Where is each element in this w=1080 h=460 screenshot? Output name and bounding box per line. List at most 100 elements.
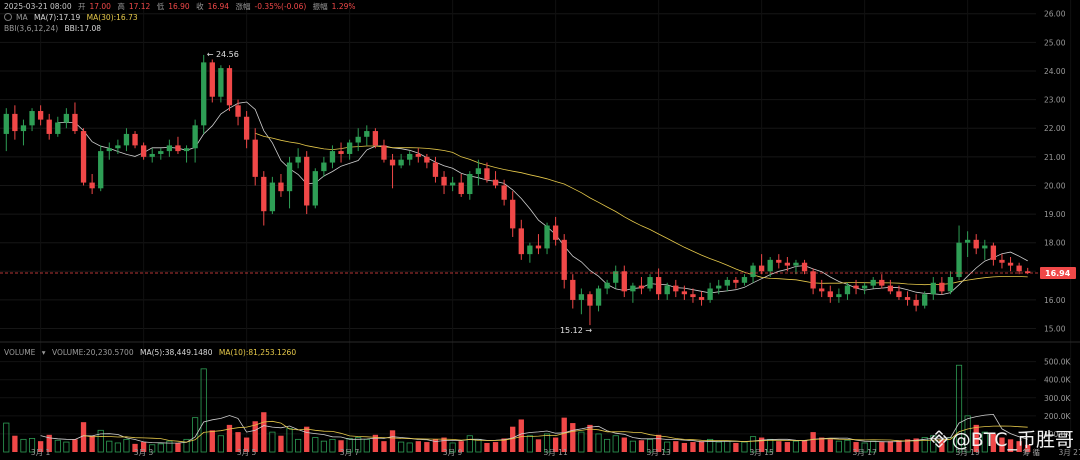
ma7-line bbox=[57, 101, 1028, 296]
volume-bar bbox=[981, 431, 988, 453]
candle-body bbox=[166, 145, 173, 152]
candle-body bbox=[604, 282, 610, 289]
volume-bar bbox=[261, 412, 267, 452]
open-value: 17.00 bbox=[89, 2, 111, 11]
volume-bar bbox=[80, 422, 87, 452]
volume-ma10-line bbox=[83, 420, 1028, 443]
candle-body bbox=[630, 285, 636, 292]
candle-body bbox=[947, 277, 954, 292]
volume-ma5-line bbox=[40, 413, 1028, 444]
candle-body bbox=[372, 131, 379, 146]
volume-bar bbox=[741, 441, 748, 453]
candle-body bbox=[329, 151, 336, 163]
volume-bar bbox=[853, 442, 859, 452]
candle-body bbox=[432, 162, 439, 177]
volume-bar bbox=[578, 431, 585, 453]
candle-body bbox=[29, 111, 35, 126]
volume-bar bbox=[278, 435, 284, 452]
volume-bar bbox=[510, 426, 516, 452]
low-value: 16.90 bbox=[168, 2, 190, 11]
candle-body bbox=[261, 176, 267, 212]
ma-header: MA MA(7):17.19 MA(30):16.73 bbox=[4, 13, 142, 23]
candle-body bbox=[98, 151, 104, 189]
candle-body bbox=[655, 277, 662, 295]
volume-bar bbox=[801, 440, 808, 452]
candle-body bbox=[37, 111, 44, 120]
high-label: 高 bbox=[117, 2, 125, 11]
volume-bar bbox=[381, 441, 387, 452]
volume-bar bbox=[320, 440, 327, 453]
eye-icon[interactable] bbox=[4, 13, 12, 21]
candle-body bbox=[844, 285, 851, 295]
candle-body bbox=[295, 156, 301, 163]
current-price-value: 16.94 bbox=[1045, 269, 1071, 278]
volume-bar bbox=[209, 430, 215, 452]
volume-bar bbox=[501, 438, 507, 452]
volume-bar bbox=[973, 424, 979, 452]
candle-body bbox=[990, 245, 997, 260]
candle-body bbox=[570, 279, 576, 300]
x-tick-label: 3月 1 bbox=[31, 448, 51, 457]
volume-bar bbox=[329, 438, 336, 453]
candle-body bbox=[776, 259, 782, 263]
price-candles bbox=[3, 54, 1031, 326]
candle-body bbox=[870, 279, 876, 286]
volume-bar bbox=[175, 442, 181, 452]
candle-body bbox=[381, 145, 387, 160]
candle-body bbox=[982, 245, 988, 249]
volume-bar bbox=[441, 437, 447, 452]
volume-bar bbox=[37, 441, 44, 452]
close-label: 收 bbox=[196, 2, 204, 11]
candle-body bbox=[475, 168, 482, 174]
candle-body bbox=[810, 271, 816, 289]
volume-bar bbox=[604, 438, 611, 453]
volume-tick-label: 400.0K bbox=[1044, 376, 1071, 385]
volume-bar bbox=[646, 438, 654, 453]
candle-body bbox=[827, 291, 833, 298]
x-tick-label: 3月 7 bbox=[340, 448, 360, 457]
candle-body bbox=[346, 142, 353, 154]
candle-body bbox=[1007, 262, 1014, 266]
y-tick-label: 25.00 bbox=[1044, 38, 1066, 47]
volume-bar bbox=[269, 431, 276, 453]
candle-body bbox=[218, 68, 224, 97]
candle-body bbox=[741, 277, 748, 283]
volume-bar bbox=[552, 437, 559, 452]
volume-bar bbox=[424, 442, 430, 452]
candle-body bbox=[286, 162, 293, 192]
volume-bar bbox=[295, 438, 302, 453]
volume-bar bbox=[612, 435, 619, 453]
candle-body bbox=[879, 279, 885, 286]
volume-bar bbox=[543, 433, 551, 453]
volume-bar bbox=[819, 437, 825, 452]
volume-bar bbox=[518, 419, 524, 452]
volume-bar bbox=[887, 441, 894, 452]
candle-body bbox=[192, 125, 198, 149]
candle-body bbox=[149, 153, 155, 157]
volume-bar bbox=[398, 441, 405, 453]
volume-bar bbox=[955, 364, 963, 453]
candle-body bbox=[767, 259, 773, 272]
volume-bar bbox=[54, 439, 61, 453]
volume-dropdown-icon[interactable]: ▾ bbox=[41, 348, 46, 357]
volume-bar bbox=[123, 438, 130, 453]
candle-body bbox=[664, 285, 670, 295]
volume-bar bbox=[363, 438, 370, 453]
candle-body bbox=[724, 279, 730, 286]
candle-body bbox=[904, 297, 911, 300]
volume-bar bbox=[484, 442, 490, 452]
candle-body bbox=[939, 282, 945, 292]
volume-bar bbox=[749, 436, 757, 453]
volume-bar bbox=[879, 442, 885, 452]
candle-body bbox=[913, 299, 919, 306]
candle-body bbox=[492, 179, 499, 186]
volume-bar bbox=[149, 444, 156, 453]
volume-bar bbox=[690, 442, 696, 452]
candle-body bbox=[278, 182, 284, 192]
volume-bar bbox=[733, 442, 739, 452]
x-tick-label: 3月 9 bbox=[443, 448, 463, 457]
candle-body bbox=[175, 145, 181, 152]
candle-body bbox=[964, 239, 971, 243]
candle-body bbox=[467, 174, 473, 195]
